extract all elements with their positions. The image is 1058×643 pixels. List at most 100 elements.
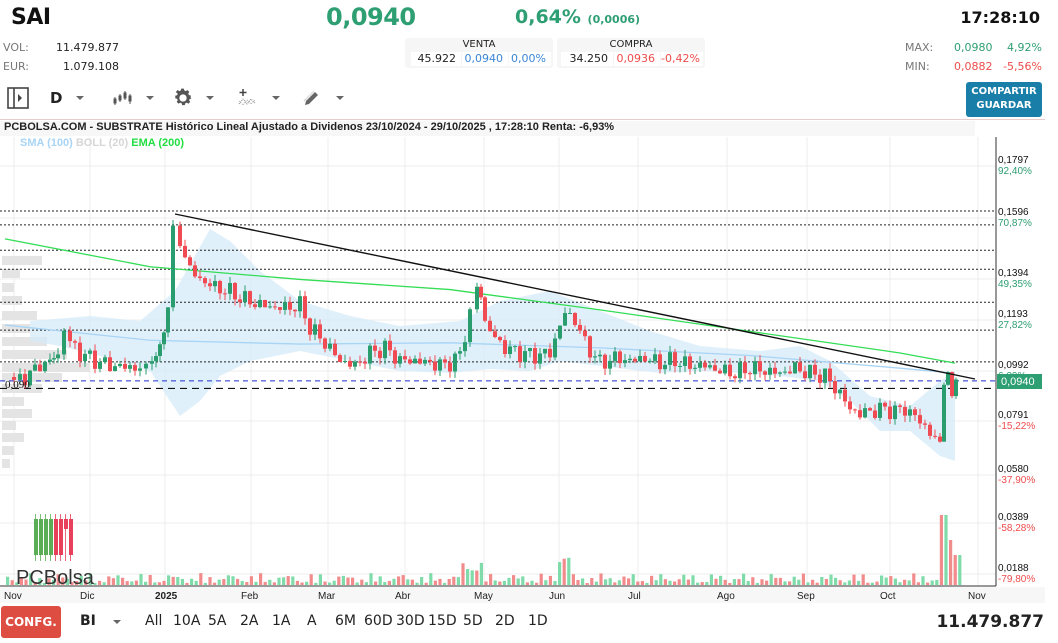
volume-profile-bar	[2, 269, 20, 278]
volume-bar	[645, 582, 649, 585]
volume-bar	[585, 582, 589, 585]
candle-body	[543, 348, 547, 354]
chart-toolbar: D	[0, 83, 360, 113]
settings-dropdown[interactable]	[172, 83, 214, 113]
volume-bar	[378, 576, 382, 585]
volume-bar	[627, 578, 631, 585]
range-button-5d[interactable]: 5D	[463, 613, 483, 629]
chart-type-dropdown[interactable]	[112, 83, 154, 113]
legend-boll[interactable]: BOLL (20)	[75, 137, 129, 149]
volume-bar	[640, 581, 644, 585]
volume-bar	[6, 576, 10, 585]
candle-body	[848, 401, 852, 410]
range-button-6m[interactable]: 6M	[335, 613, 356, 629]
volume-bar	[912, 573, 916, 585]
volume-bar	[677, 579, 681, 585]
candle-body	[428, 359, 432, 362]
candle-body	[268, 306, 272, 308]
range-button-all[interactable]: All	[145, 613, 163, 629]
volume-bar	[355, 582, 359, 585]
compra-label: COMPRA	[609, 39, 653, 50]
volume-bar	[231, 576, 235, 585]
candle-body	[954, 379, 958, 397]
legend-ema[interactable]: EMA (200)	[131, 137, 185, 149]
volume-bar	[553, 581, 557, 585]
candle-body	[643, 355, 647, 362]
candle-body	[78, 342, 82, 362]
candle-body	[743, 362, 747, 374]
candle-body	[828, 368, 832, 382]
date-tick-label: Jun	[549, 591, 565, 602]
candle-body	[683, 356, 687, 366]
drawing-tools-dropdown[interactable]	[302, 83, 344, 113]
date-tick-label: Dic	[80, 591, 94, 602]
volume-bar	[824, 579, 828, 585]
indicators-dropdown[interactable]	[238, 83, 280, 113]
candle-body	[598, 354, 602, 357]
candle-body	[113, 366, 117, 372]
candle-body	[333, 343, 337, 356]
volume-bar	[838, 580, 842, 585]
interval-dropdown[interactable]: D	[50, 83, 85, 113]
range-button-2a[interactable]: 2A	[240, 613, 259, 629]
price-tick-label: 0,1193	[998, 309, 1028, 320]
range-button-2d[interactable]: 2D	[495, 613, 515, 629]
share-label: COMPARTIR	[971, 86, 1037, 97]
percent-tick-label: 92,40%	[998, 166, 1032, 177]
range-button-a[interactable]: A	[307, 613, 317, 629]
candle-body	[18, 374, 22, 380]
min-label: MIN:	[905, 60, 930, 73]
date-tick-label: Oct	[880, 591, 896, 602]
range-button-1d[interactable]: 1D	[528, 613, 548, 629]
chart-mode-select[interactable]: BI	[80, 613, 96, 629]
volume-bar	[461, 563, 465, 585]
volume-bar	[944, 515, 948, 585]
volume-bar	[424, 582, 428, 585]
candle-body	[118, 363, 122, 367]
volume-bar	[650, 575, 654, 585]
volume-bar	[429, 573, 433, 585]
bollinger-band-fill	[30, 229, 955, 461]
price-tick-label: 0,1394	[998, 268, 1029, 279]
volume-bar	[93, 582, 97, 585]
legend-sma[interactable]: SMA (100)	[20, 137, 73, 149]
candle-body	[518, 346, 522, 362]
candle-body	[308, 318, 312, 335]
share-save-button[interactable]: COMPARTIR GUARDAR	[966, 82, 1042, 117]
range-button-10a[interactable]: 10A	[173, 613, 201, 629]
candle-body	[433, 361, 437, 371]
volume-bar	[121, 577, 125, 585]
volume-bar	[125, 581, 129, 585]
range-button-60d[interactable]: 60D	[364, 613, 393, 629]
candle-body	[198, 276, 202, 279]
price-tick-label: 0,0389	[998, 512, 1029, 523]
candle-body	[28, 370, 32, 386]
volume-bar	[751, 577, 755, 585]
chevron-down-icon[interactable]	[113, 620, 121, 624]
volume-bar	[516, 578, 520, 585]
candle-body	[318, 324, 322, 339]
percent-tick-label: -79,80%	[998, 574, 1035, 585]
percent-tick-label: 70,87%	[998, 218, 1032, 229]
price-chart[interactable]: 0,1797 92,40% 0,1596 70,87% 0,1394 49,35% 0,11…	[0, 119, 1045, 604]
candle-body	[52, 358, 56, 360]
volume-bar	[930, 580, 934, 585]
volume-bar	[475, 570, 479, 585]
candle-body	[713, 365, 717, 371]
candle-body	[150, 361, 154, 364]
candle-body	[328, 343, 332, 349]
total-volume: 11.479.877	[936, 612, 1044, 632]
range-button-1a[interactable]: 1A	[272, 613, 291, 629]
sidebar-toggle-button[interactable]	[6, 83, 30, 113]
range-button-5a[interactable]: 5A	[208, 613, 227, 629]
price-tick-label: 0,0188	[998, 563, 1029, 574]
venta-label: VENTA	[462, 39, 496, 50]
volume-bar	[663, 579, 667, 585]
range-button-30d[interactable]: 30D	[396, 613, 425, 629]
range-button-15d[interactable]: 15D	[428, 613, 457, 629]
volume-bar	[341, 575, 345, 585]
candle-body	[753, 361, 757, 375]
config-button[interactable]: CONFG.	[1, 606, 61, 638]
volume-bar	[79, 575, 83, 585]
